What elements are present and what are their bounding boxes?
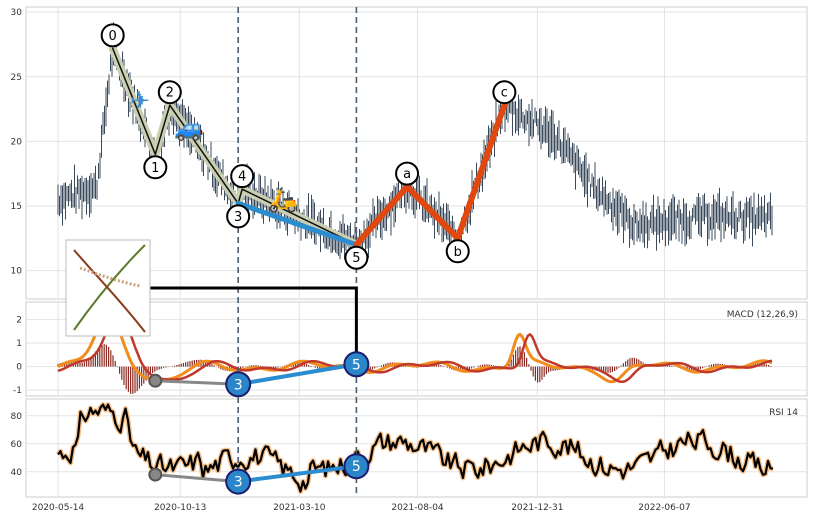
car-icon: 🚙 xyxy=(174,114,204,142)
wave-label-circle xyxy=(157,80,182,105)
wave-label-circle xyxy=(226,204,251,229)
scooter-icon: 🛵 xyxy=(268,185,298,213)
wave-label: c xyxy=(501,86,508,101)
macd-divergence-marker xyxy=(225,371,252,398)
x-tick-label: 2020-10-13 xyxy=(154,503,206,513)
macd-legend: MACD (12,26,9) xyxy=(727,310,798,320)
macd-divergence-label: 3 xyxy=(234,377,243,393)
thumbnail-branch xyxy=(73,244,146,331)
macd-divergence-label: 5 xyxy=(352,357,361,373)
macd-divergence-start xyxy=(148,373,163,388)
price-y-tick-label: 25 xyxy=(11,73,22,83)
x-tick-label: 2020-05-14 xyxy=(32,503,85,513)
wave-label: 1 xyxy=(151,161,159,176)
rsi-divergence-gray xyxy=(155,473,239,484)
macd-y-tick-label: -1 xyxy=(13,386,22,396)
macd-y-tick-label: 0 xyxy=(16,363,22,373)
price-y-tick-label: 20 xyxy=(11,137,23,147)
corrective-wave-line xyxy=(353,102,508,248)
impulse-wave-line xyxy=(111,47,358,246)
x-tick-label: 2021-08-04 xyxy=(391,503,444,513)
x-tick-label: 2022-06-07 xyxy=(638,503,690,513)
wave-label-circle xyxy=(143,155,168,180)
rsi-divergence-start xyxy=(148,467,163,482)
macd-y-tick-label: 2 xyxy=(16,316,22,326)
wave-label-circle xyxy=(445,239,470,264)
rsi-line xyxy=(57,403,774,493)
axis-labels: 2020-05-14 2020-10-13 2021-03-10 2021-08-04… xyxy=(11,8,691,513)
macd-y-tick-label: 1 xyxy=(16,339,22,349)
wave-label-circle xyxy=(395,161,420,186)
price-y-tick-label: 15 xyxy=(11,202,22,212)
rsi-divergence-label: 5 xyxy=(352,459,361,475)
wave-label: 4 xyxy=(238,170,246,185)
rsi-y-tick-label: 40 xyxy=(11,468,23,478)
connector-line xyxy=(150,286,358,365)
rsi-divergence-blue xyxy=(237,464,357,484)
wave-label-circle xyxy=(100,23,125,48)
rsi-divergence-label: 3 xyxy=(234,475,243,491)
wave-3-5-line xyxy=(235,200,359,248)
wave-label: 0 xyxy=(109,29,117,44)
wave-label: 5 xyxy=(352,251,360,266)
thumbnail-branch xyxy=(73,249,146,333)
wave-label: 3 xyxy=(234,210,242,225)
x-tick-label: 2021-03-10 xyxy=(273,503,326,513)
price-y-tick-label: 30 xyxy=(11,8,23,18)
wave-label-circle xyxy=(230,164,255,189)
macd-divergence-marker xyxy=(343,351,370,378)
airplane-icon: ✈ xyxy=(130,87,150,115)
rsi-divergence-marker xyxy=(225,468,252,495)
macd-signal-line xyxy=(57,311,773,384)
wave-label-circle xyxy=(492,80,517,105)
price-y-tick-label: 10 xyxy=(11,267,23,277)
x-tick-label: 2021-12-31 xyxy=(511,503,563,513)
macd-divergence-blue xyxy=(237,362,357,387)
rsi-legend: RSI 14 xyxy=(769,408,798,418)
thumbnail-branch xyxy=(79,266,141,288)
macd-divergence-gray xyxy=(155,379,239,386)
wave-label: 2 xyxy=(166,86,174,101)
wave-label: a xyxy=(403,167,411,182)
wave-overlays: 0 1 2 3 4 5 a b c ✈ 🚙 🛵 3 5 3 5 xyxy=(65,7,517,497)
rsi-y-tick-label: 80 xyxy=(11,412,23,422)
wave-label-circle xyxy=(344,245,369,270)
rsi-divergence-marker xyxy=(343,453,370,480)
wave-label: b xyxy=(454,245,462,260)
rsi-y-tick-label: 60 xyxy=(11,440,23,450)
thumbnail-inset xyxy=(65,239,151,337)
